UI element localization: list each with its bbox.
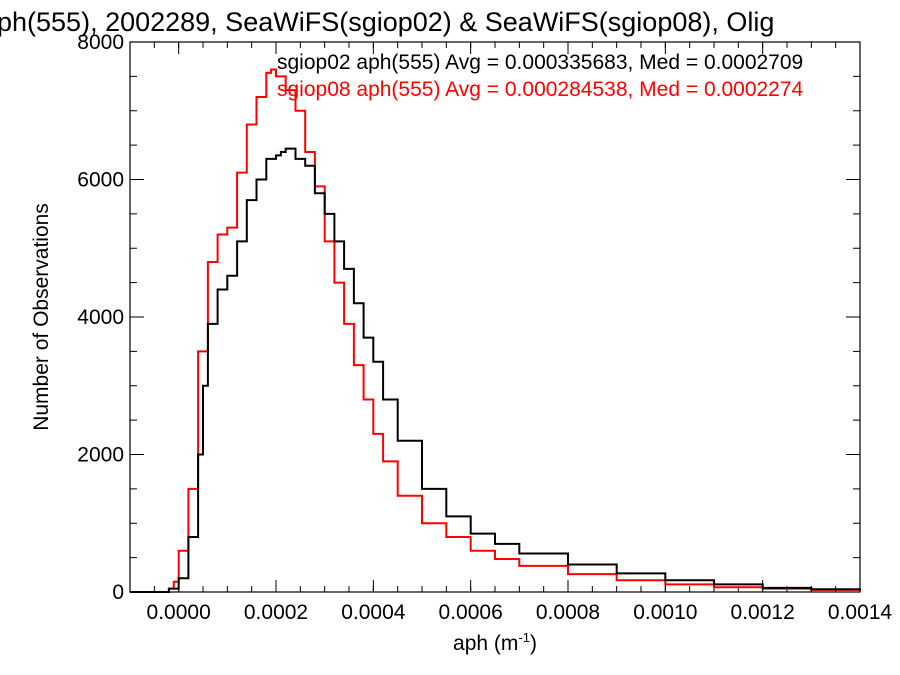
x-tick-label: 0.0012: [731, 601, 795, 624]
x-axis-label-superscript: -1: [518, 630, 530, 645]
y-tick-label: 8000: [77, 31, 124, 54]
x-axis-ticks: 0.0000 0.0002 0.0004 0.0006 0.0008 0.0010 0.00…: [129, 42, 893, 624]
y-tick-label: 0: [112, 581, 124, 604]
x-axis-label: aph (m-1): [453, 630, 537, 655]
y-tick-label: 2000: [77, 444, 124, 467]
x-axis-label-text: aph (m: [453, 632, 518, 655]
chart-title: ph(555), 2002289, SeaWiFS(sgiop02) & Sea…: [0, 7, 774, 37]
x-tick-label: 0.0004: [341, 601, 406, 624]
legend-entry-sgiop08: sgiop08 aph(555) Avg = 0.000284538, Med …: [277, 78, 804, 101]
x-tick-label: 0.0002: [244, 601, 308, 624]
series-line-sgiop08: [130, 68, 861, 593]
y-tick-label: 4000: [77, 306, 124, 329]
x-axis-label-close: ): [530, 632, 537, 655]
series-line-sgiop02: [130, 147, 861, 593]
x-tick-label: 0.0000: [147, 601, 211, 624]
y-axis-ticks: 0 2000 4000 6000 8000: [77, 31, 860, 604]
y-tick-label: 6000: [77, 169, 124, 192]
x-tick-label: 0.0008: [536, 601, 600, 624]
series-lines: [130, 68, 861, 593]
plot-frame: [129, 41, 861, 593]
x-tick-label: 0.0010: [633, 601, 697, 624]
x-tick-label: 0.0006: [439, 601, 503, 624]
x-tick-label: 0.0014: [828, 601, 893, 624]
y-axis-label: Number of Observations: [30, 203, 53, 431]
legend-entry-sgiop02: sgiop02 aph(555) Avg = 0.000335683, Med …: [277, 51, 803, 74]
